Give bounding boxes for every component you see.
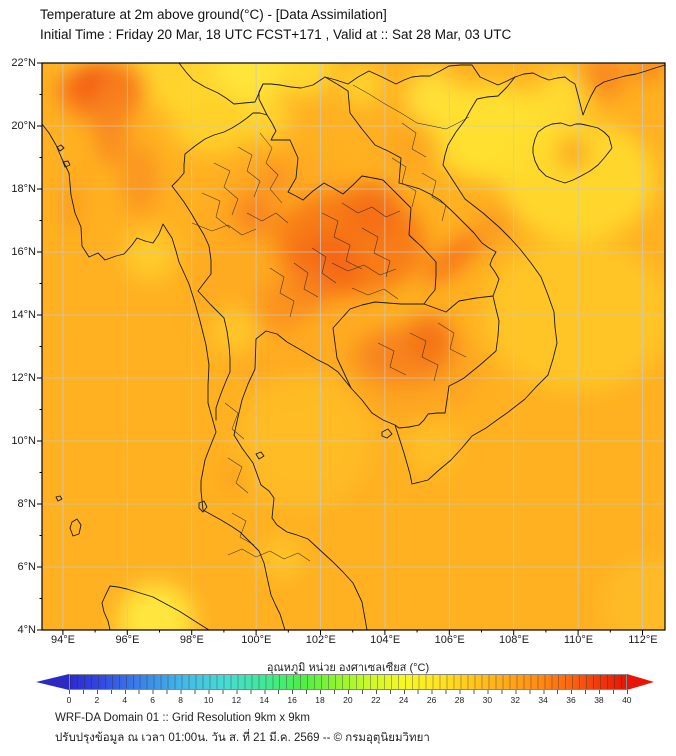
colorbar-tick-label: 34 bbox=[538, 695, 548, 705]
sumatra-coast bbox=[101, 585, 210, 630]
page-title: Temperature at 2m above ground(°C) - [Da… bbox=[40, 7, 387, 22]
colorbar-tick-label: 24 bbox=[398, 695, 409, 705]
coastline-path bbox=[233, 76, 558, 630]
coastlines-and-borders bbox=[42, 64, 665, 630]
latitude-axis-labels: 22°N 20°N 18°N 16°N 14°N 12°N 10°N 8°N 6°N 4°N bbox=[0, 55, 36, 638]
colorbar-title: อุณหภูมิ หน่วย องศาเซลเซียส (°C) bbox=[266, 662, 430, 674]
lon-tick-label: 94°E bbox=[51, 634, 75, 646]
colorbar-tick-label: 28 bbox=[454, 695, 465, 705]
lon-tick-label: 104°E bbox=[370, 634, 401, 646]
island bbox=[62, 160, 71, 168]
colorbar-tick-label: 10 bbox=[203, 695, 214, 705]
lat-tick-label: 14°N bbox=[11, 309, 36, 321]
coastline-path bbox=[42, 123, 286, 630]
colorbar-tick-label: 12 bbox=[231, 695, 242, 705]
lat-tick-label: 4°N bbox=[17, 624, 36, 636]
colorbar-tick-label: 36 bbox=[566, 695, 576, 705]
country-borders bbox=[171, 63, 516, 429]
lat-tick-label: 8°N bbox=[17, 498, 36, 510]
axis-ticks bbox=[37, 62, 643, 635]
lat-tick-label: 10°N bbox=[11, 435, 36, 447]
colorbar-min-arrow bbox=[36, 674, 69, 690]
lat-tick-label: 18°N bbox=[11, 183, 36, 195]
lon-tick-label: 110°E bbox=[563, 634, 594, 646]
footer-domain-info: WRF-DA Domain 01 :: Grid Resolution 9km … bbox=[55, 712, 310, 724]
colorbar-tick-label: 18 bbox=[315, 695, 325, 705]
lat-tick-label: 6°N bbox=[17, 561, 36, 573]
island bbox=[381, 428, 393, 439]
lon-tick-label: 108°E bbox=[499, 634, 530, 646]
colorbar-tick-label: 2 bbox=[94, 695, 100, 705]
colorbar-minor-ticks bbox=[69, 690, 628, 694]
colorbar-tick-label: 16 bbox=[287, 695, 297, 705]
lon-tick-label: 112°E bbox=[628, 634, 658, 646]
island bbox=[198, 500, 208, 513]
lon-tick-label: 100°E bbox=[241, 634, 272, 646]
lat-tick-label: 22°N bbox=[11, 57, 36, 69]
island bbox=[55, 495, 63, 502]
colorbar-tick-label: 38 bbox=[594, 695, 604, 705]
lon-tick-label: 96°E bbox=[115, 634, 140, 646]
island bbox=[69, 518, 82, 537]
colorbar-max-arrow bbox=[627, 674, 654, 690]
hainan-island bbox=[532, 122, 613, 184]
longitude-axis-labels: 94°E 96°E 98°E 100°E 102°E 104°E 106°E 108°E 110… bbox=[41, 634, 665, 646]
colorbar-tick-label: 30 bbox=[482, 695, 493, 705]
colorbar-tick-label: 14 bbox=[259, 695, 269, 705]
island bbox=[255, 451, 265, 460]
colorbar-tick-label: 40 bbox=[622, 695, 632, 705]
lon-tick-label: 106°E bbox=[434, 634, 465, 646]
colorbar-tick-label: 6 bbox=[150, 695, 156, 705]
island bbox=[56, 144, 65, 152]
province-boundaries bbox=[191, 122, 467, 562]
page-subtitle: Initial Time : Friday 20 Mar, 18 UTC FCS… bbox=[40, 27, 512, 42]
colorbar-tick-label: 8 bbox=[178, 695, 183, 705]
graticule-gridlines bbox=[42, 63, 665, 630]
coastline-path bbox=[514, 64, 665, 116]
lon-tick-label: 98°E bbox=[179, 634, 204, 646]
colorbar-tick-label: 20 bbox=[343, 695, 353, 705]
colorbar-tick-label: 0 bbox=[66, 695, 72, 705]
lat-tick-label: 16°N bbox=[11, 246, 36, 258]
lat-tick-label: 12°N bbox=[11, 372, 36, 384]
temperature-field-blobs bbox=[58, 63, 665, 630]
lat-tick-label: 20°N bbox=[11, 120, 36, 132]
colorbar-tick-label: 4 bbox=[122, 695, 128, 705]
colorbar-tick-label: 22 bbox=[371, 695, 381, 705]
temperature-map bbox=[37, 62, 666, 635]
colorbar-tick-label: 32 bbox=[510, 695, 520, 705]
colorbar-tick-label: 26 bbox=[426, 695, 437, 705]
colorbar-tick-labels: 0 2 4 6 8 10 12 14 16 18 20 22 24 26 28 30 32 34 36 38 40 bbox=[59, 695, 637, 705]
lon-tick-label: 102°E bbox=[305, 634, 336, 646]
footer-update-info: ปรับปรุงข้อมูล ณ เวลา 01:00น. วัน ส. ที่… bbox=[55, 732, 430, 744]
colorbar-gradient bbox=[69, 674, 627, 690]
